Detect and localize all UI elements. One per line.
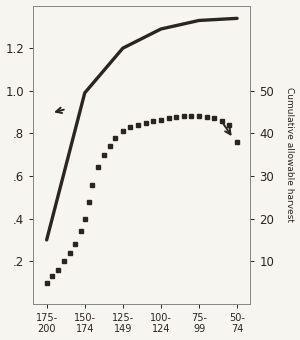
Y-axis label: Cumulative allowable harvest: Cumulative allowable harvest bbox=[285, 87, 294, 222]
